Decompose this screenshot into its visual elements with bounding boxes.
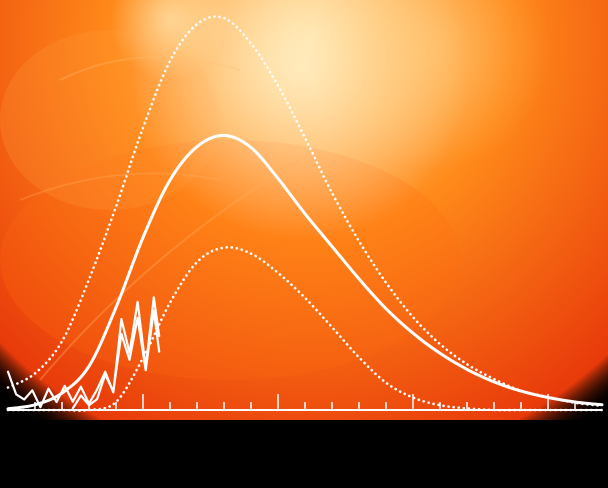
series-line-4-jagged — [6, 296, 161, 409]
x-axis — [8, 394, 602, 411]
plot-curves — [6, 15, 604, 412]
series-line-2-solid — [6, 133, 604, 411]
series-line-1-dotted — [6, 15, 604, 408]
series-line-5-jagged — [71, 309, 161, 410]
